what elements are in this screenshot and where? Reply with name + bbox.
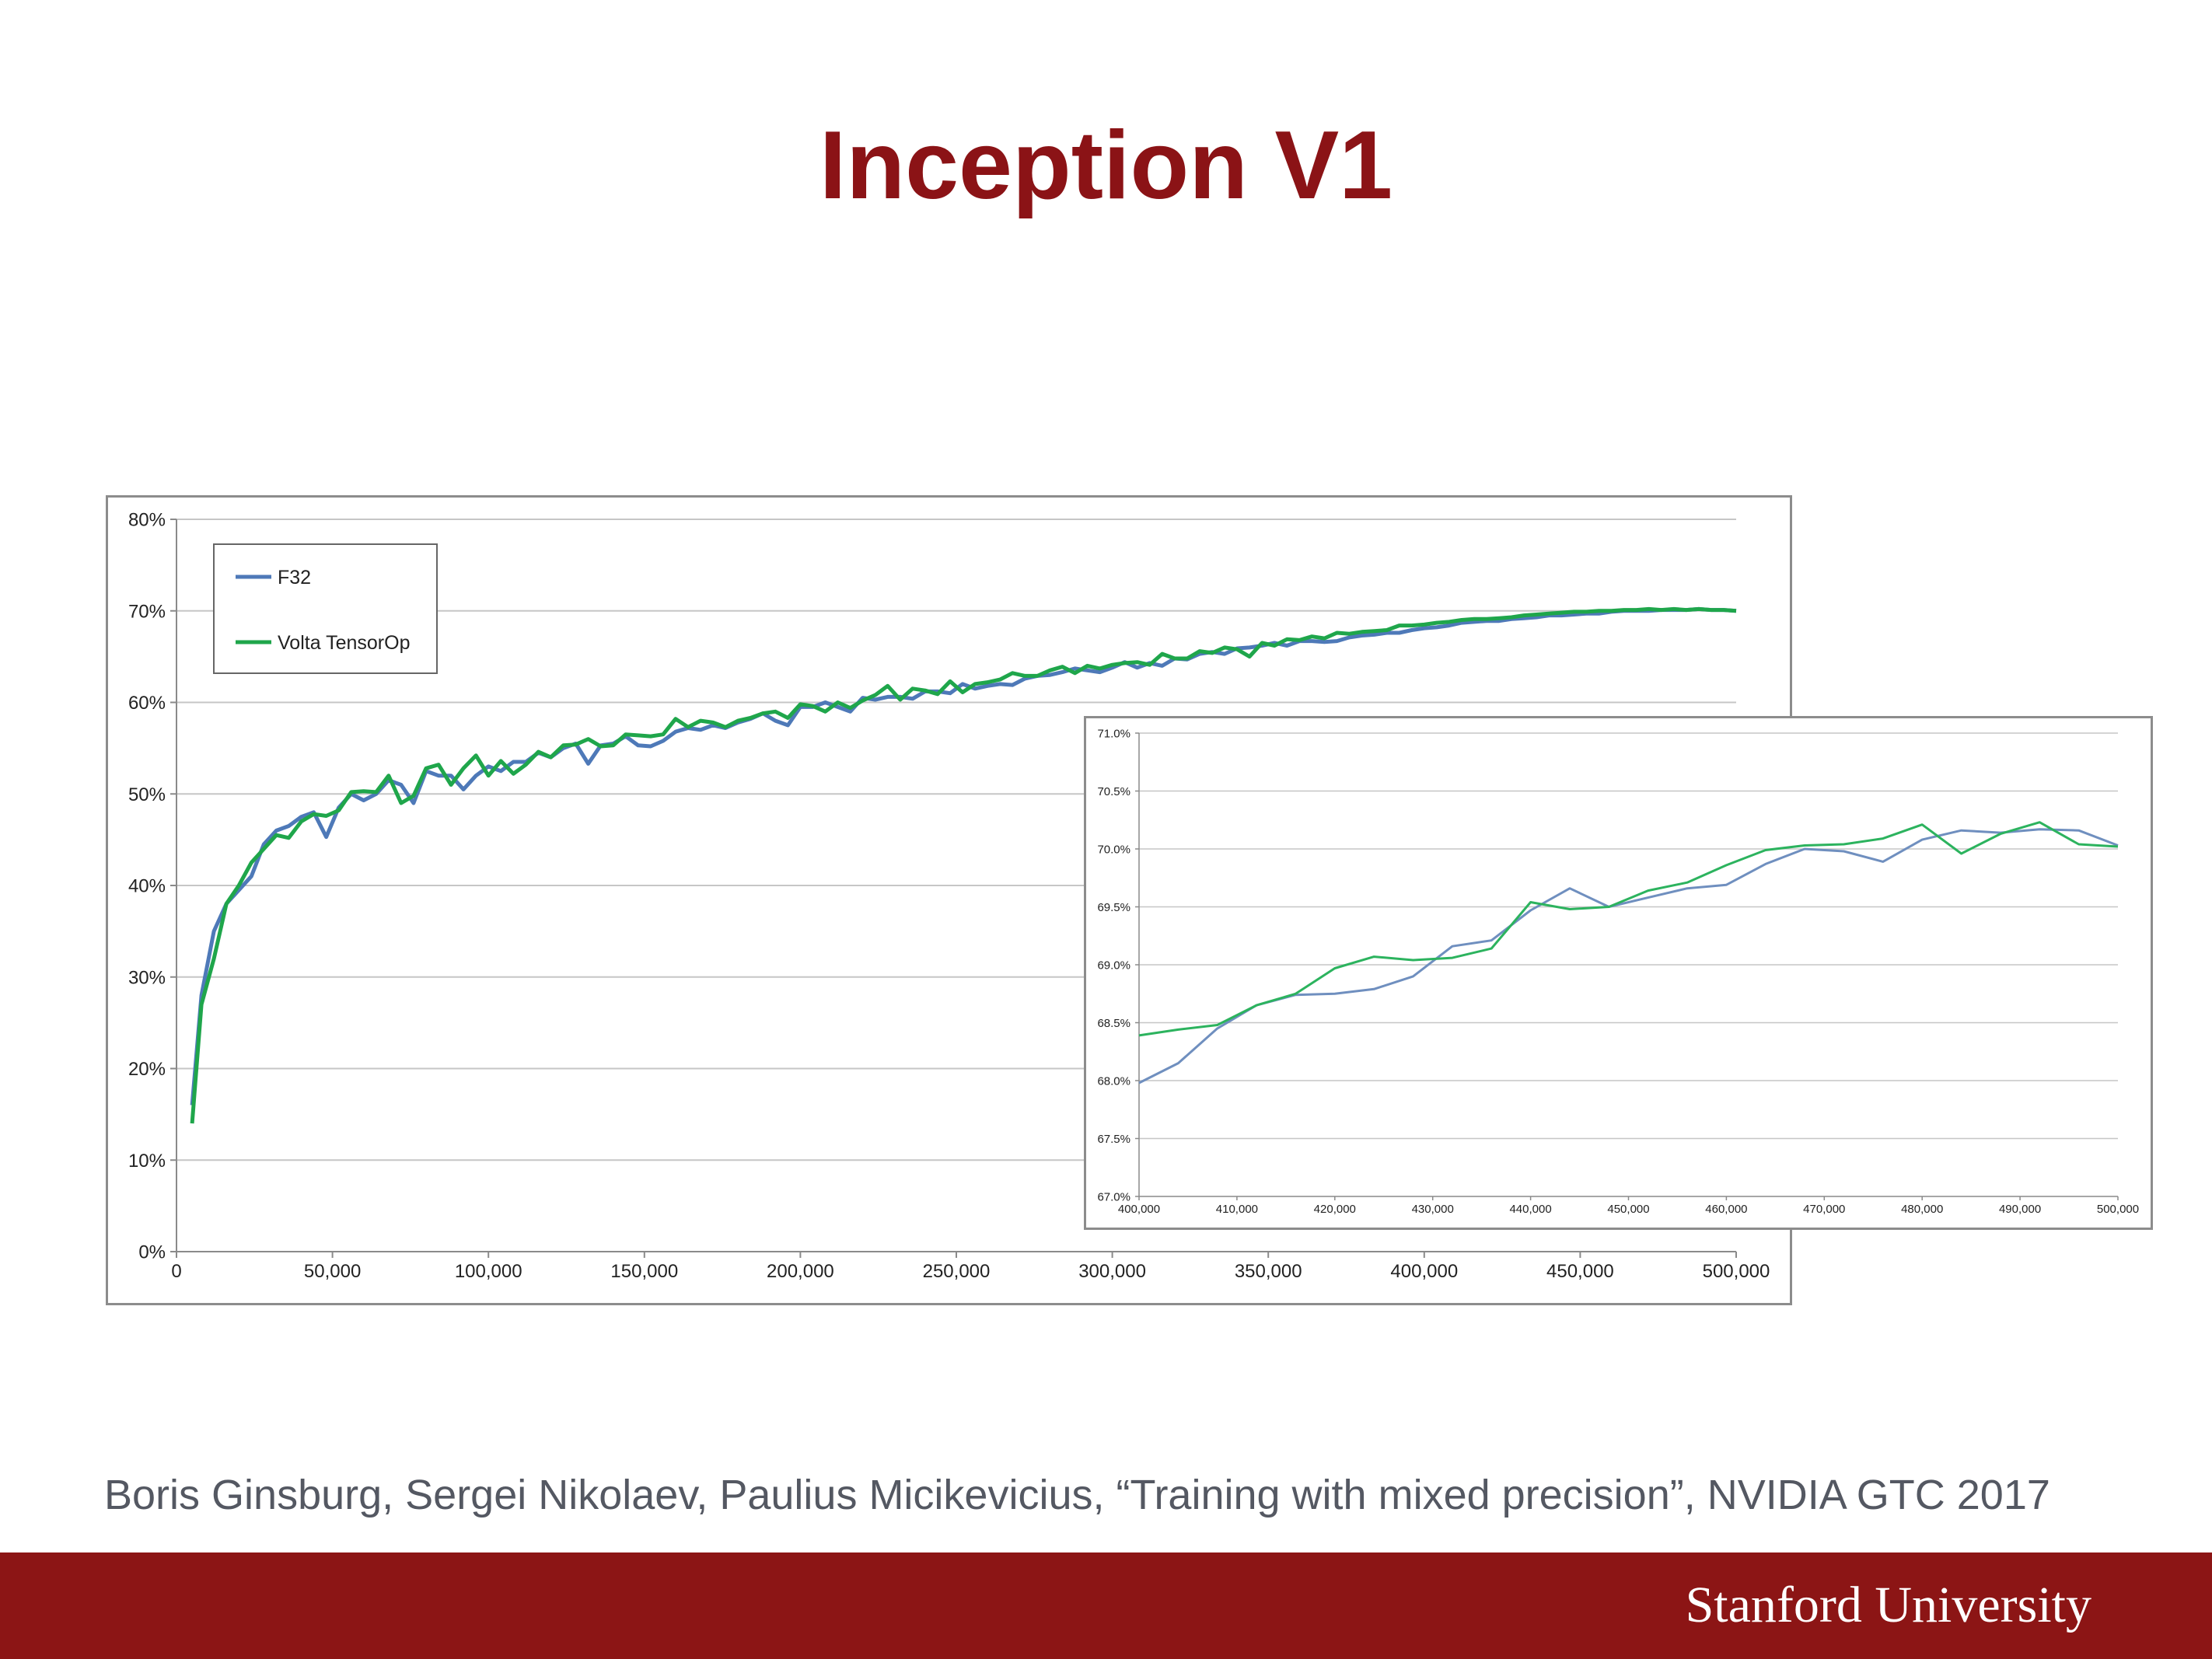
y-tick-label: 40% xyxy=(128,876,166,897)
series-line-0 xyxy=(1138,828,2119,1084)
x-tick-label: 440,000 xyxy=(1509,1203,1551,1216)
y-tick-label: 0% xyxy=(138,1242,166,1263)
series-line-volta-tensorop xyxy=(190,606,1737,1124)
x-tick-label: 250,000 xyxy=(923,1261,991,1282)
x-tick-label: 450,000 xyxy=(1607,1203,1649,1216)
y-tick-label: 71.0% xyxy=(1097,727,1130,740)
x-tick-label: 300,000 xyxy=(1078,1261,1146,1282)
x-tick-label: 480,000 xyxy=(1901,1203,1943,1216)
y-tick-label: 67.5% xyxy=(1097,1133,1130,1146)
x-tick-label: 490,000 xyxy=(1999,1203,2041,1216)
x-tick-label: 470,000 xyxy=(1803,1203,1845,1216)
main-chart-svg: 0% 10% 20% 30% 40% 50% 60% 70% 80% 0 50,000 100,000… xyxy=(128,510,1770,1283)
y-tick-label: 69.0% xyxy=(1097,959,1130,972)
y-tick-label: 20% xyxy=(128,1059,166,1080)
x-tick-label: 500,000 xyxy=(1703,1261,1770,1282)
x-tick-label: 430,000 xyxy=(1412,1203,1454,1216)
y-tick-label: 70.0% xyxy=(1097,843,1130,856)
legend-box xyxy=(213,543,438,674)
legend: F32 Volta TensorOp xyxy=(213,543,438,674)
y-tick-label: 70.5% xyxy=(1097,785,1130,798)
y-tick-label: 67.0% xyxy=(1097,1190,1130,1203)
x-tick-label: 450,000 xyxy=(1546,1261,1614,1282)
y-tick-label: 68.5% xyxy=(1097,1017,1130,1030)
stanford-logo: Stanford University xyxy=(1685,1577,2091,1633)
legend-label: F32 xyxy=(278,567,311,589)
x-tick-label: 500,000 xyxy=(2097,1203,2139,1216)
y-tick-label: 70% xyxy=(128,601,166,622)
y-tick-label: 50% xyxy=(128,784,166,805)
footer-bar: Stanford University xyxy=(0,1552,2212,1659)
x-tick-label: 460,000 xyxy=(1705,1203,1747,1216)
x-tick-label: 420,000 xyxy=(1314,1203,1356,1216)
y-tick-label: 30% xyxy=(128,967,166,988)
slide-title: Inception V1 xyxy=(819,112,1393,219)
legend-label: Volta TensorOp xyxy=(278,632,410,654)
x-tick-label: 150,000 xyxy=(610,1261,678,1282)
inset-chart-svg: 67.0% 67.5% 68.0% 68.5% 69.0% 69.5% 70.0% 70.5%… xyxy=(1097,727,2139,1216)
y-tick-label: 60% xyxy=(128,693,166,714)
x-tick-label: 400,000 xyxy=(1390,1261,1458,1282)
series-line-1 xyxy=(1138,821,2119,1037)
y-tick-label: 68.0% xyxy=(1097,1074,1130,1088)
y-tick-label: 69.5% xyxy=(1097,901,1130,914)
x-tick-label: 0 xyxy=(171,1261,181,1282)
citation-text: Boris Ginsburg, Sergei Nikolaev, Paulius… xyxy=(104,1472,2050,1518)
y-tick-label: 80% xyxy=(128,510,166,531)
x-tick-label: 100,000 xyxy=(455,1261,522,1282)
inset-chart: 67.0% 67.5% 68.0% 68.5% 69.0% 69.5% 70.0% 70.5%… xyxy=(1084,716,2153,1230)
x-tick-label: 350,000 xyxy=(1235,1261,1302,1282)
x-tick-label: 200,000 xyxy=(767,1261,834,1282)
y-tick-label: 10% xyxy=(128,1151,166,1172)
x-tick-label: 50,000 xyxy=(304,1261,361,1282)
x-tick-label: 410,000 xyxy=(1216,1203,1258,1216)
x-tick-label: 400,000 xyxy=(1118,1203,1160,1216)
